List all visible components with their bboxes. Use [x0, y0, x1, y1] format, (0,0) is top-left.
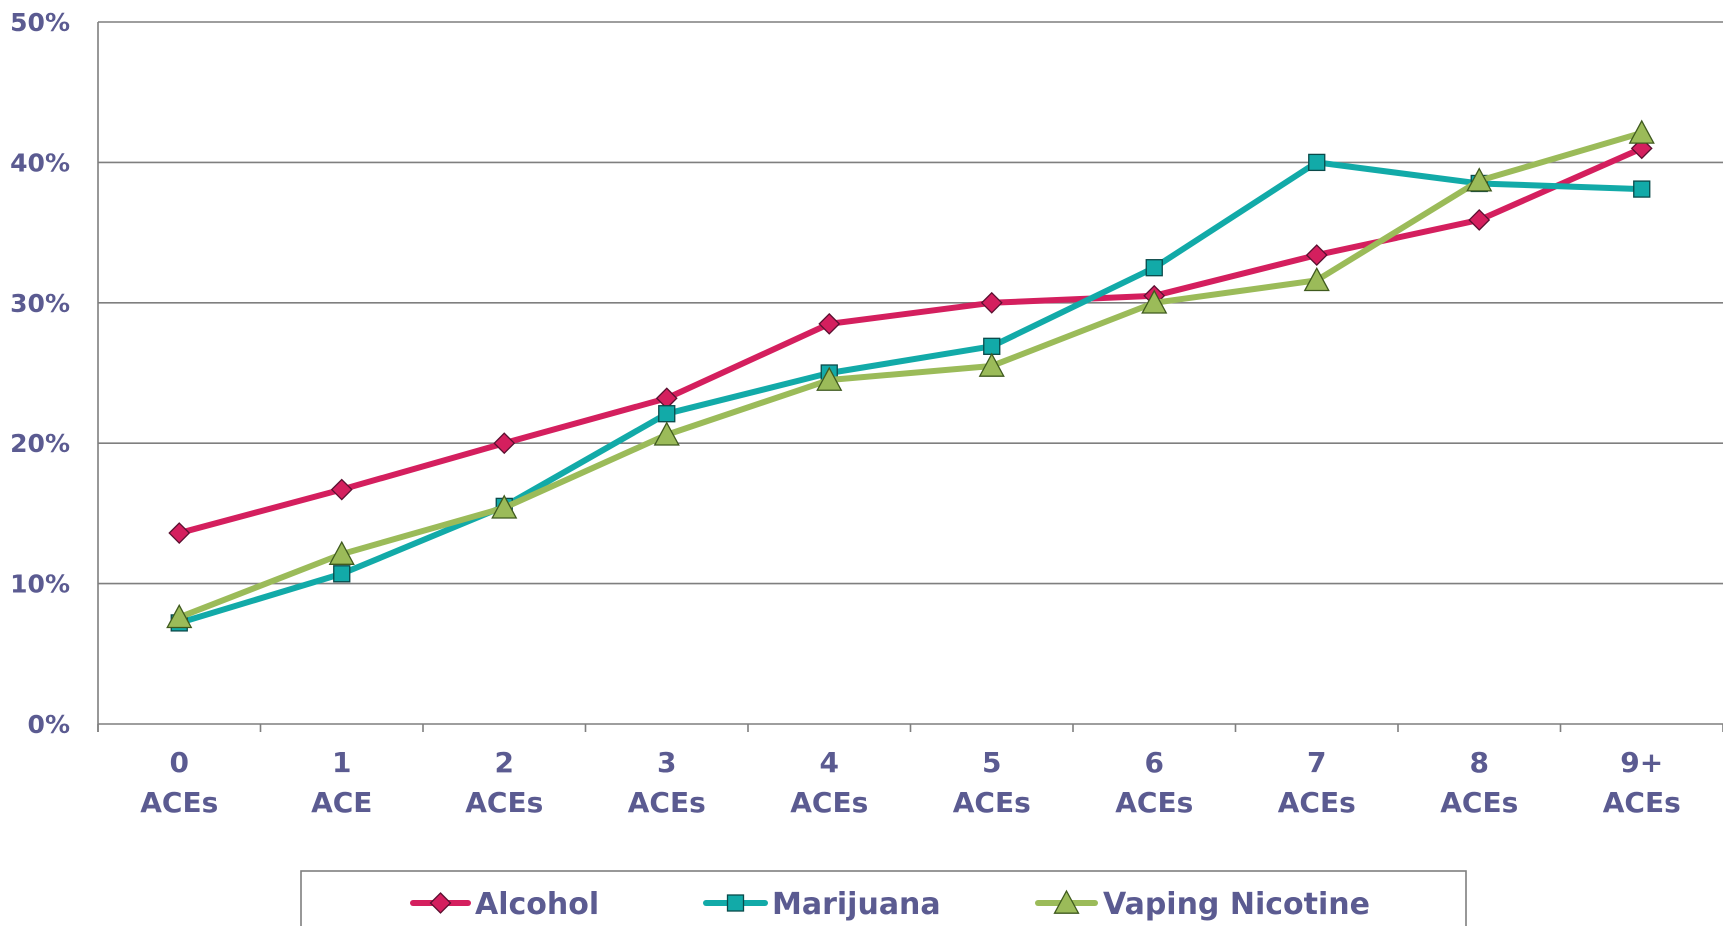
data-point-vaping-nicotine: [328, 540, 355, 565]
data-point-alcohol: [168, 522, 191, 544]
legend: Alcohol Marijuana Vaping Nicotine: [300, 870, 1467, 930]
legend-item-vaping-nicotine: Vaping Nicotine: [1035, 887, 1370, 922]
series-marijuana: [170, 153, 1651, 632]
y-tick-label: 40%: [10, 148, 70, 177]
x-tick-labels: 0 ACEs 1 ACE 2 ACEs 3 ACEs 4 ACEs 5 ACEs 6 ACEs 7 ACEs 8…: [140, 746, 1681, 819]
data-point-vaping-nicotine: [1141, 289, 1168, 314]
series-line-alcohol: [176, 145, 1645, 537]
x-tick-label: 0: [170, 746, 189, 779]
x-tick-label-unit: ACEs: [1603, 786, 1681, 819]
series-alcohol: [168, 137, 1653, 544]
data-point-marijuana: [658, 405, 676, 423]
x-tick-label: 6: [1145, 746, 1164, 779]
y-tick-labels: 0% 10% 20% 30% 40% 50%: [10, 8, 70, 739]
data-point-alcohol: [330, 478, 353, 501]
x-tick-label-unit: ACEs: [1440, 786, 1518, 819]
data-point-alcohol: [1305, 244, 1328, 266]
x-tick-label-unit: ACE: [311, 786, 372, 819]
x-tick-label: 9+: [1620, 746, 1663, 779]
x-tick-label: 2: [495, 746, 514, 779]
x-tick-label-unit: ACEs: [1115, 786, 1193, 819]
data-point-vaping-nicotine: [816, 366, 843, 391]
data-point-marijuana: [1308, 153, 1326, 172]
y-tick-label: 0%: [28, 710, 70, 739]
data-point-marijuana: [1633, 180, 1651, 198]
gridlines: [98, 21, 1723, 585]
legend-box: [300, 870, 1467, 930]
x-tick-label-unit: ACEs: [790, 786, 868, 819]
x-tick-label-unit: ACEs: [953, 786, 1031, 819]
series-vaping-nicotine: [166, 119, 1655, 629]
legend-label: Vaping Nicotine: [1103, 887, 1370, 922]
x-tick-label: 1: [332, 746, 351, 779]
legend-label: Alcohol: [475, 887, 599, 922]
x-tick-label-unit: ACEs: [628, 786, 706, 819]
data-point-vaping-nicotine: [978, 352, 1005, 377]
y-tick-label: 20%: [10, 429, 70, 458]
data-point-vaping-nicotine: [491, 494, 518, 519]
data-point-alcohol: [980, 291, 1003, 314]
data-point-marijuana: [333, 565, 351, 583]
x-tick-label: 3: [657, 746, 676, 779]
legend-item-marijuana: Marijuana: [703, 887, 941, 922]
axes: [97, 22, 1723, 732]
x-tick-label: 5: [982, 746, 1001, 779]
data-point-vaping-nicotine: [166, 603, 193, 629]
series-line-marijuana: [176, 159, 1645, 626]
x-tick-label-unit: ACEs: [465, 786, 543, 819]
x-tick-label: 4: [820, 746, 839, 779]
data-point-alcohol: [818, 312, 841, 335]
data-point-alcohol: [1468, 209, 1491, 231]
data-point-alcohol: [493, 432, 516, 455]
legend-marker: [429, 892, 452, 914]
x-tick-label: 8: [1470, 746, 1489, 779]
y-tick-label: 30%: [10, 289, 70, 318]
x-tick-label-unit: ACEs: [1278, 786, 1356, 819]
x-tick-label-unit: ACEs: [140, 786, 218, 819]
legend-marker: [1053, 889, 1080, 914]
y-tick-label: 10%: [10, 570, 70, 599]
data-point-marijuana: [1145, 259, 1163, 277]
data-point-vaping-nicotine: [1466, 167, 1493, 192]
series-lines: [166, 119, 1655, 632]
legend-marker: [726, 894, 745, 912]
data-point-vaping-nicotine: [1303, 266, 1330, 292]
legend-item-alcohol: Alcohol: [410, 887, 599, 922]
data-point-vaping-nicotine: [653, 421, 680, 446]
series-line-vaping-nicotine: [176, 129, 1645, 621]
legend-label: Marijuana: [772, 887, 941, 922]
x-tick-label: 7: [1307, 746, 1326, 779]
y-tick-label: 50%: [10, 8, 70, 37]
data-point-marijuana: [983, 337, 1001, 355]
data-point-vaping-nicotine: [1628, 119, 1655, 144]
